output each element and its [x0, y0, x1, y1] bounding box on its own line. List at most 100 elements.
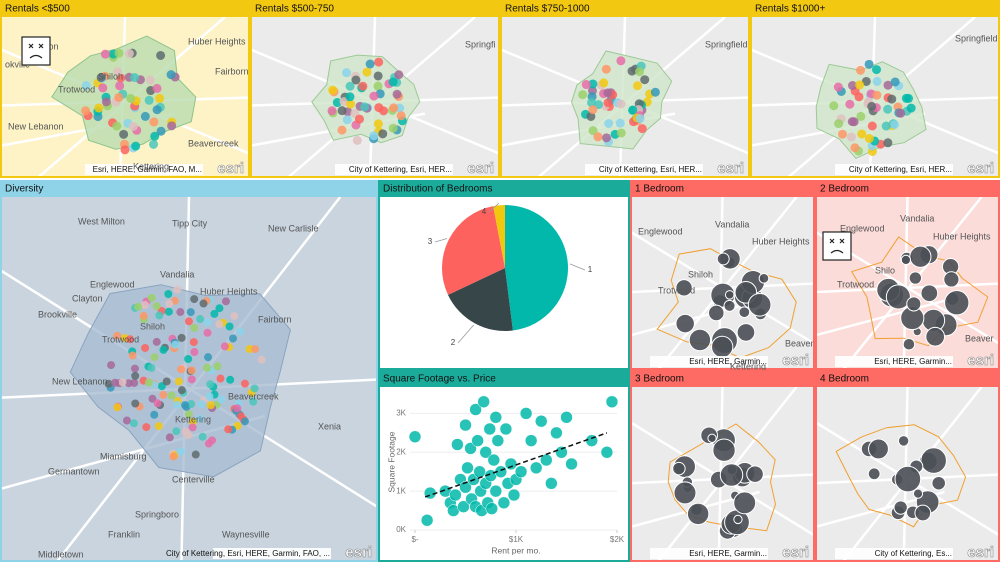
- place-label: Shiloh: [688, 269, 713, 279]
- rental-dot: [140, 111, 150, 121]
- place-label: Vandalia: [715, 219, 749, 229]
- place-label: Centerville: [172, 474, 215, 484]
- rental-circle: [688, 328, 712, 352]
- rental-dot: [588, 79, 598, 89]
- rental-dot: [119, 129, 129, 139]
- place-label: West Milton: [78, 216, 125, 226]
- rental-circle: [733, 514, 743, 525]
- rental-dot: [126, 93, 136, 103]
- rental-dot: [186, 308, 195, 317]
- pie-slice: [447, 268, 513, 331]
- rental-dot: [191, 450, 200, 459]
- scatter-point: [487, 453, 501, 467]
- rental-dot: [588, 126, 598, 136]
- rental-circle: [758, 272, 770, 284]
- scatter-point: [451, 438, 464, 451]
- panel-title: Rentals $1000+: [755, 4, 825, 15]
- rental-dot: [114, 48, 124, 58]
- rental-dot: [199, 299, 208, 308]
- attribution-bg: [213, 548, 331, 559]
- scatter-point: [565, 457, 578, 471]
- error-icon: [21, 36, 51, 66]
- panel-header: [815, 180, 1000, 197]
- rental-dot: [187, 366, 196, 375]
- rental-dot: [174, 377, 183, 386]
- attribution: City of Kettering, Es...: [875, 549, 952, 558]
- rental-dot: [345, 92, 355, 102]
- rental-circle: [925, 326, 946, 347]
- rental-dot: [148, 394, 157, 403]
- rental-dot: [228, 334, 237, 343]
- rental-dot: [114, 92, 124, 102]
- rental-dot: [904, 93, 914, 103]
- x-tick-label: $2K: [610, 535, 625, 544]
- panel-header: [750, 0, 1000, 17]
- rental-dot: [159, 390, 168, 399]
- scatter-point: [605, 395, 619, 409]
- rental-dot: [131, 399, 140, 408]
- map: [252, 17, 498, 176]
- rental-dot: [176, 308, 185, 317]
- rental-dot: [240, 379, 249, 388]
- rental-dot: [867, 121, 877, 131]
- rental-circle: [920, 447, 947, 474]
- place-label: Vandalia: [160, 269, 194, 279]
- rental-dot: [184, 431, 193, 440]
- scatter-point: [449, 488, 462, 502]
- rental-dot: [650, 87, 660, 97]
- rental-circle: [675, 313, 695, 334]
- rental-dot: [144, 378, 153, 387]
- place-label: okville: [5, 59, 30, 69]
- rental-dot: [139, 311, 148, 320]
- rental-dot: [845, 99, 855, 109]
- attribution: Esri, HERE, Garmin...: [874, 357, 952, 366]
- rental-dot: [369, 91, 379, 101]
- rental-circle: [920, 284, 939, 303]
- rental-dot: [848, 81, 858, 91]
- rental-dot: [352, 135, 362, 145]
- rental-dot: [215, 304, 224, 313]
- rental-dot: [208, 436, 217, 445]
- scatter-point: [485, 502, 499, 515]
- rental-dot: [224, 425, 233, 434]
- rental-dot: [603, 88, 613, 98]
- rental-dot: [251, 345, 260, 354]
- rental-dot: [358, 81, 368, 91]
- panel-header: [0, 180, 378, 197]
- rental-dot: [152, 83, 162, 93]
- rental-dot: [225, 322, 234, 331]
- rental-circle: [723, 299, 736, 312]
- rental-dot: [890, 77, 900, 87]
- rental-dot: [640, 75, 650, 85]
- rental-circle: [885, 284, 911, 310]
- rental-dot: [173, 285, 182, 294]
- rental-dot: [120, 145, 130, 155]
- rental-circle: [906, 296, 922, 312]
- rental-dot: [155, 311, 164, 320]
- scatter-point: [489, 411, 503, 424]
- rental-dot: [189, 338, 198, 347]
- map: [817, 387, 998, 560]
- rental-dot: [327, 106, 337, 116]
- panel-header: [630, 180, 815, 197]
- rental-dot: [881, 121, 891, 131]
- rental-dot: [98, 83, 108, 93]
- panel-title: Rentals $750-1000: [505, 4, 590, 15]
- rental-dot: [883, 80, 893, 90]
- scatter-point: [469, 403, 482, 416]
- attribution-bg: [835, 164, 953, 175]
- pie-slice: [442, 206, 505, 295]
- map: [632, 197, 813, 368]
- pie-label: 3: [428, 237, 433, 246]
- rental-circle: [707, 433, 717, 443]
- rental-circle: [712, 438, 736, 462]
- scatter-point: [408, 430, 422, 443]
- rental-dot: [154, 422, 163, 431]
- rental-circle: [908, 271, 923, 285]
- rental-dot: [124, 49, 134, 59]
- road: [632, 299, 760, 337]
- rental-dot: [394, 70, 404, 80]
- pie-slice: [505, 205, 569, 331]
- rental-dot: [197, 400, 206, 409]
